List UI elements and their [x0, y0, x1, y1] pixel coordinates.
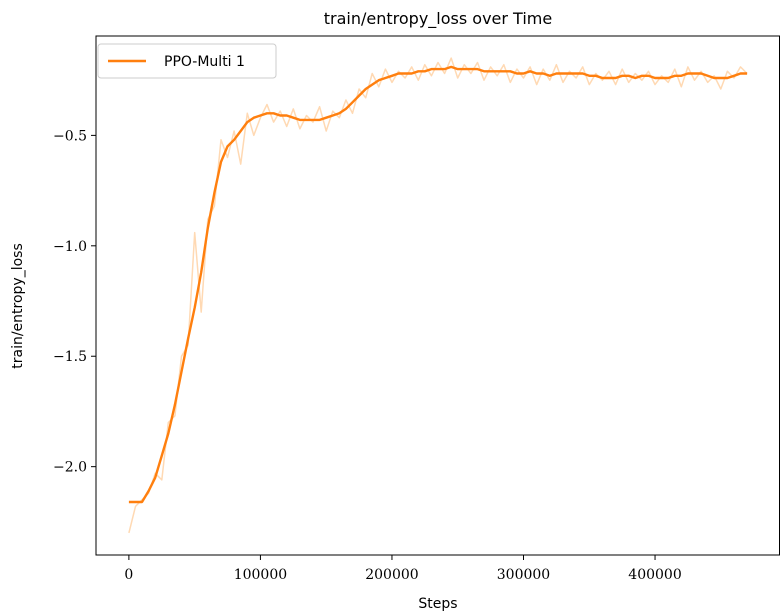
- x-tick-label: 100000: [234, 567, 287, 583]
- y-tick-label: −0.5: [53, 128, 87, 144]
- y-tick-label: −1.5: [53, 349, 87, 365]
- y-tick-label: −2.0: [53, 460, 87, 476]
- plot-frame: [95, 35, 780, 556]
- plot-area: [95, 35, 780, 556]
- chart-title: train/entropy_loss over Time: [324, 9, 552, 29]
- ticks-layer: 0 100000 200000 300000 400000 −2.0 −1.5 −1.0 −0.…: [53, 128, 682, 583]
- raw-series-layer: [128, 57, 748, 534]
- x-tick-label: 400000: [628, 567, 681, 583]
- y-axis-label: train/entropy_loss: [10, 243, 26, 369]
- legend-entry-label: PPO-Multi 1: [164, 54, 245, 70]
- y-tick-label: −1.0: [53, 239, 87, 255]
- raw-series-line: [128, 57, 748, 534]
- legend[interactable]: PPO-Multi 1: [97, 43, 277, 79]
- x-tick-label: 300000: [497, 567, 550, 583]
- smoothed-series-layer: [128, 65, 748, 504]
- x-tick-label: 200000: [365, 567, 418, 583]
- x-axis-label: Steps: [418, 596, 457, 612]
- legend-box: [97, 43, 277, 79]
- x-tick-label: 0: [124, 567, 133, 583]
- smoothed-series-line: [128, 65, 748, 504]
